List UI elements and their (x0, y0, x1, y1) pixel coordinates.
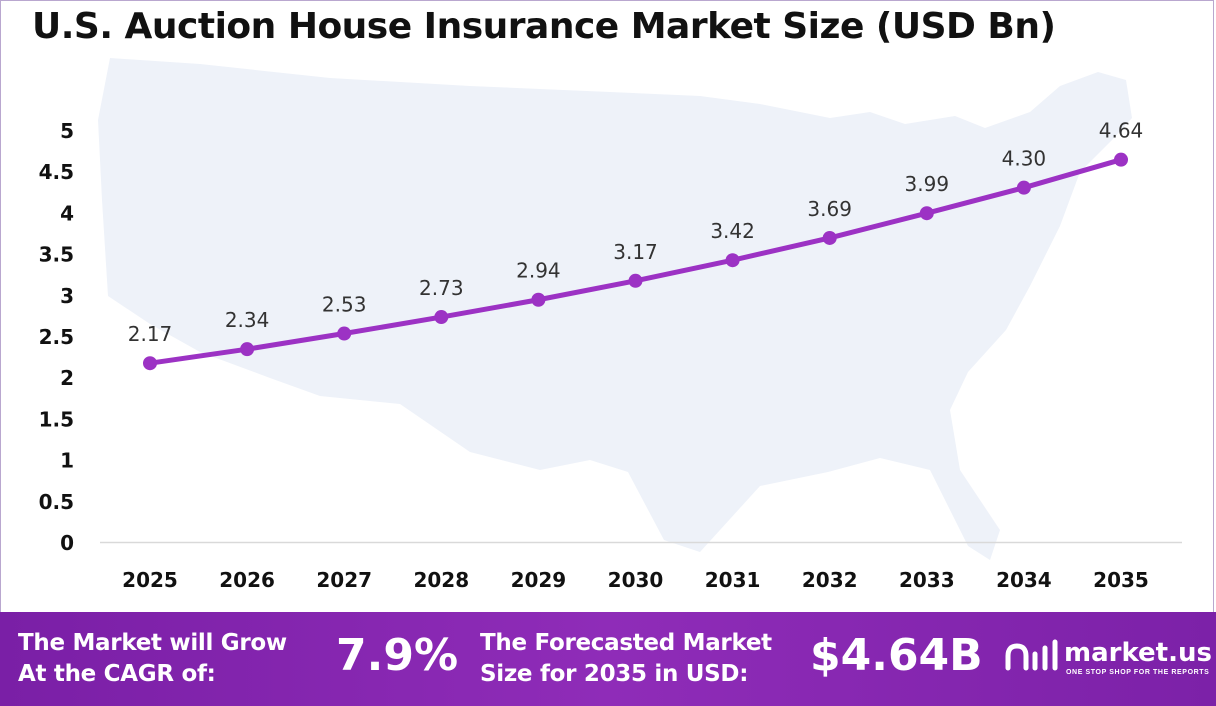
y-tick-label: 1.5 (39, 407, 74, 431)
y-tick-label: 4.5 (39, 160, 74, 184)
data-label: 3.17 (613, 240, 658, 264)
data-point (822, 230, 837, 245)
data-label: 3.99 (905, 172, 950, 196)
data-point (434, 310, 449, 325)
data-point (725, 253, 740, 268)
data-point (531, 292, 546, 307)
x-tick-label: 2027 (316, 568, 372, 592)
data-label: 3.42 (710, 219, 755, 243)
x-tick-label: 2030 (608, 568, 664, 592)
x-tick-label: 2034 (996, 568, 1052, 592)
data-point (919, 206, 934, 221)
y-tick-label: 1 (60, 449, 74, 473)
forecast-value: $4.64B (810, 630, 983, 681)
data-label: 2.53 (322, 293, 367, 317)
logo-name: market.us (1064, 638, 1212, 668)
data-label: 2.73 (419, 276, 464, 300)
x-tick-label: 2025 (122, 568, 178, 592)
x-tick-label: 2035 (1093, 568, 1149, 592)
y-tick-label: 0.5 (39, 490, 74, 514)
cagr-value: 7.9% (336, 630, 459, 681)
data-label: 4.30 (1002, 147, 1047, 171)
y-tick-label: 2.5 (39, 325, 74, 349)
cagr-label-line1: The Market will Grow (18, 630, 287, 656)
chart-title: U.S. Auction House Insurance Market Size… (32, 6, 1056, 47)
data-point (1016, 180, 1031, 195)
y-tick-label: 3.5 (39, 243, 74, 267)
x-tick-label: 2032 (802, 568, 858, 592)
cagr-label: The Market will Grow At the CAGR of: (18, 628, 287, 690)
y-tick-label: 2 (60, 366, 74, 390)
data-label: 4.64 (1099, 119, 1144, 143)
data-point (1114, 152, 1128, 167)
data-label: 2.17 (128, 322, 173, 346)
y-tick-label: 3 (60, 284, 74, 308)
data-label: 2.94 (516, 259, 561, 283)
x-tick-label: 2031 (705, 568, 761, 592)
x-tick-label: 2028 (413, 568, 469, 592)
forecast-label-line2: Size for 2035 in USD: (480, 661, 749, 687)
data-point (337, 326, 352, 341)
forecast-label: The Forecasted Market Size for 2035 in U… (480, 628, 772, 690)
y-tick-label: 4 (60, 201, 74, 225)
logo-tagline: ONE STOP SHOP FOR THE REPORTS (1066, 669, 1210, 676)
data-label: 3.69 (807, 197, 852, 221)
x-tick-label: 2033 (899, 568, 955, 592)
data-point (240, 342, 255, 357)
data-point (628, 273, 643, 288)
footer-banner: The Market will Grow At the CAGR of: 7.9… (0, 612, 1216, 706)
forecast-label-line1: The Forecasted Market (480, 630, 772, 656)
us-map-silhouette (98, 58, 1132, 560)
y-tick-label: 5 (60, 119, 74, 143)
y-tick-label: 0 (60, 531, 74, 555)
market-us-logo: market.us ONE STOP SHOP FOR THE REPORTS (1004, 638, 1212, 682)
data-label: 2.34 (225, 308, 270, 332)
x-tick-label: 2029 (511, 568, 567, 592)
line-chart: 00.511.522.533.544.55 2025 2026 2027 2028 20… (39, 58, 1182, 592)
data-point (143, 356, 157, 371)
market-us-logo-icon (1005, 639, 1058, 671)
cagr-label-line2: At the CAGR of: (18, 661, 216, 687)
x-tick-label: 2026 (219, 568, 275, 592)
